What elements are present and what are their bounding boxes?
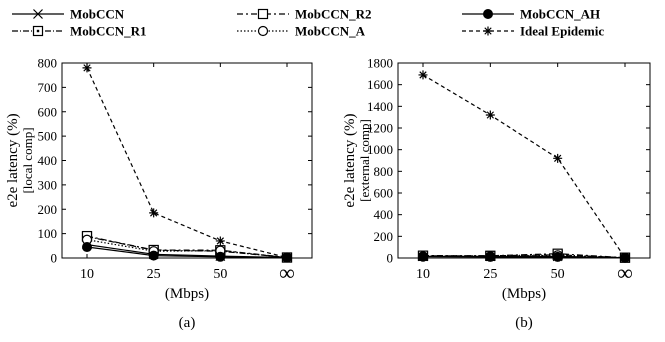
- legend-marker-icon: [483, 26, 493, 36]
- data-point: [552, 251, 563, 262]
- y-axis-title: e2e latency (%): [5, 113, 21, 207]
- legend-marker-icon: [33, 9, 43, 19]
- x-tick-label: ∞: [279, 260, 295, 285]
- legend-label: MobCCN_A: [295, 24, 366, 39]
- data-point: [485, 251, 496, 262]
- plot-frame: [397, 62, 651, 259]
- legend-label: Ideal Epidemic: [520, 24, 604, 39]
- x-tick-label: ∞: [617, 260, 633, 285]
- y-tick-label: 200: [38, 202, 58, 217]
- data-point: [418, 251, 428, 262]
- series-line: [422, 74, 626, 259]
- y-tick-label: 600: [374, 186, 394, 201]
- y-tick-label: 1200: [367, 121, 393, 136]
- data-point: [215, 251, 226, 262]
- series-mobccn-ah: [82, 242, 292, 263]
- legend-marker-icon: [257, 8, 269, 20]
- y-tick-label: 400: [374, 207, 394, 222]
- legend-item-mobccn-ah: MobCCN_AH: [462, 7, 600, 22]
- x-axis-title: (Mbps): [502, 286, 546, 302]
- legend-label: MobCCN_R1: [70, 24, 147, 39]
- data-point: [148, 250, 159, 261]
- series-line: [86, 235, 288, 259]
- y-tick-label: 1600: [367, 77, 393, 92]
- y-tick-label: 200: [374, 229, 394, 244]
- data-point: [418, 70, 428, 80]
- legend-marker-icon: [32, 25, 44, 37]
- y-tick-label: 800: [38, 56, 58, 71]
- series-line: [86, 246, 288, 259]
- legend-label: MobCCN_R2: [295, 7, 372, 22]
- y-tick-label: 400: [38, 153, 58, 168]
- series-line: [86, 67, 288, 259]
- series-ideal-epidemic: [82, 63, 292, 263]
- legend-label: MobCCN: [70, 7, 125, 22]
- x-tick-label: 25: [147, 267, 161, 282]
- legend-item-mobccn-r2: MobCCN_R2: [237, 7, 372, 22]
- x-tick-label: 50: [551, 267, 565, 282]
- panel-caption: (b): [515, 315, 533, 331]
- y-tick-label: 300: [38, 177, 58, 192]
- y-tick-label: 1400: [367, 99, 393, 114]
- series-ideal-epidemic: [418, 70, 630, 263]
- legend-item-mobccn-r1: MobCCN_R1: [12, 24, 147, 39]
- data-point: [553, 153, 563, 163]
- data-point: [620, 253, 630, 263]
- y-axis-subtitle: [local comp]: [20, 127, 35, 193]
- y-axis-title: e2e latency (%): [342, 113, 358, 207]
- legend-item-mobccn-a: MobCCN_A: [237, 24, 366, 39]
- y-tick-label: 800: [374, 164, 394, 179]
- panel-caption: (a): [179, 315, 196, 331]
- legend-marker-icon: [483, 9, 493, 19]
- x-tick-label: 10: [80, 267, 94, 282]
- data-point: [82, 242, 92, 253]
- y-axis-subtitle: [external comp]: [357, 119, 372, 202]
- x-tick-label: 50: [213, 267, 227, 282]
- legend-marker-icon: [257, 25, 269, 37]
- data-point: [82, 63, 92, 73]
- plot-frame: [61, 62, 313, 259]
- series-mobccn-ah: [418, 251, 630, 263]
- y-tick-label: 100: [38, 226, 58, 241]
- y-tick-label: 0: [51, 251, 58, 266]
- data-point: [149, 208, 159, 218]
- legend-item-mobccn: MobCCN: [12, 7, 125, 22]
- y-tick-label: 700: [38, 80, 58, 95]
- series-line: [423, 254, 626, 259]
- x-axis-title: (Mbps): [165, 286, 209, 302]
- data-point: [215, 236, 225, 246]
- y-tick-label: 600: [38, 104, 58, 119]
- y-tick-label: 500: [38, 129, 58, 144]
- series-line: [422, 256, 626, 259]
- x-tick-label: 25: [483, 267, 497, 282]
- data-point: [485, 110, 495, 120]
- chart-a: 0 100 200 300 400 500 600 700 800 10 25 50 ∞ e2e late…: [5, 56, 313, 331]
- series-line: [422, 253, 626, 259]
- y-tick-label: 0: [387, 251, 394, 266]
- y-tick-label: 1800: [367, 56, 393, 71]
- legend: MobCCN MobCCN_R1 MobCCN_R2 MobCCN_A MobCCN_A…: [12, 7, 604, 39]
- legend-item-ideal-epidemic: Ideal Epidemic: [462, 24, 604, 39]
- x-tick-label: 10: [416, 267, 430, 282]
- chart-b: 0 200 400 600 800 1000 1200 1400 1600 1800 10 25 50 ∞…: [342, 56, 651, 331]
- data-point: [282, 253, 292, 263]
- y-tick-label: 1000: [367, 142, 393, 157]
- legend-label: MobCCN_AH: [520, 7, 600, 22]
